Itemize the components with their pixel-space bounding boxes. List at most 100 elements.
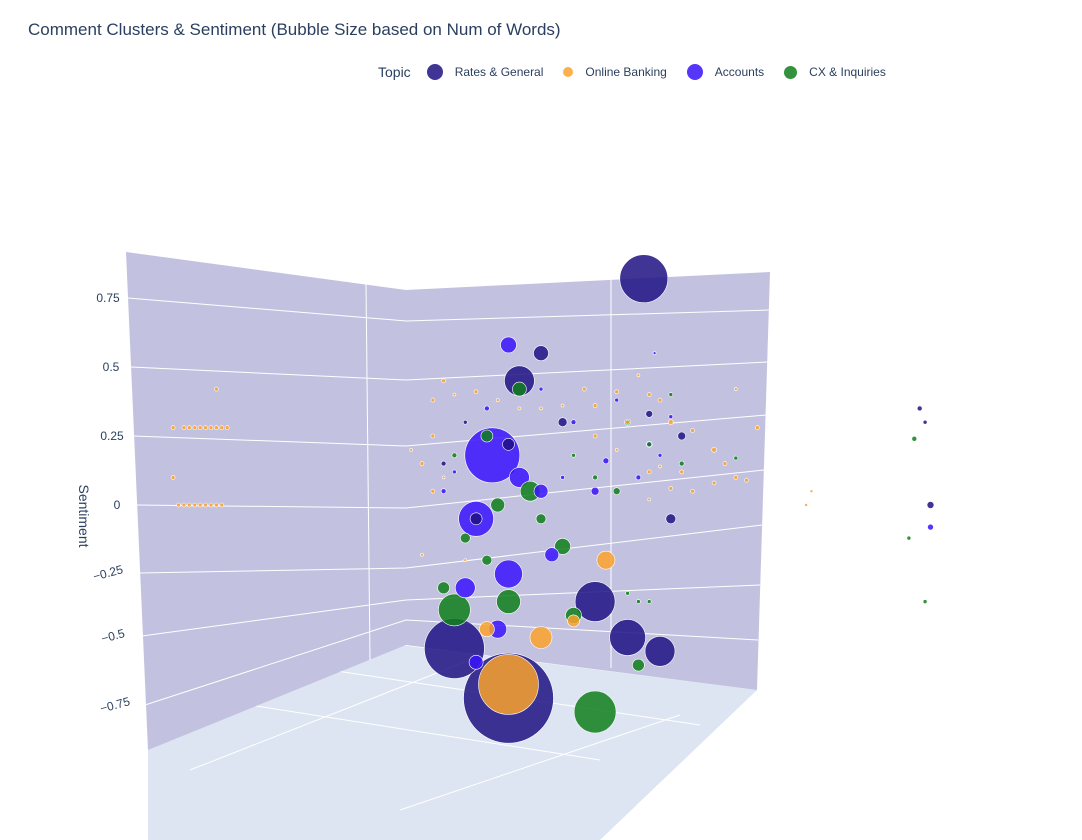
bubble-online-banking[interactable]: [452, 392, 457, 397]
bubble-online-banking[interactable]: [495, 398, 500, 402]
bubble-cx-inquiries[interactable]: [438, 593, 471, 627]
bubble-rates-general[interactable]: [502, 437, 515, 451]
bubble-cx-inquiries[interactable]: [437, 581, 450, 595]
bubble-rates-general[interactable]: [609, 619, 646, 656]
bubble-accounts[interactable]: [652, 351, 657, 356]
bubble-rates-general[interactable]: [926, 501, 935, 509]
bubble-online-banking[interactable]: [473, 389, 479, 395]
bubble-cx-inquiries[interactable]: [480, 429, 494, 443]
legend-item-accounts[interactable]: Accounts: [686, 64, 764, 80]
bubble-online-banking[interactable]: [176, 502, 181, 508]
bubble-online-banking[interactable]: [208, 425, 214, 431]
bubble-cx-inquiries[interactable]: [459, 532, 471, 544]
bubble-accounts[interactable]: [635, 474, 642, 481]
bubble-online-banking[interactable]: [596, 550, 616, 570]
bubble-online-banking[interactable]: [668, 486, 674, 491]
bubble-online-banking[interactable]: [430, 488, 436, 494]
bubble-online-banking[interactable]: [667, 419, 674, 426]
bubble-online-banking[interactable]: [711, 480, 717, 486]
bubble-online-banking[interactable]: [170, 425, 176, 431]
bubble-accounts[interactable]: [657, 452, 663, 458]
bubble-online-banking[interactable]: [219, 502, 225, 508]
bubble-cx-inquiries[interactable]: [451, 452, 458, 459]
bubble-rates-general[interactable]: [644, 635, 676, 667]
bubble-accounts[interactable]: [927, 523, 934, 531]
bubble-cx-inquiries[interactable]: [911, 435, 918, 442]
bubble-online-banking[interactable]: [197, 502, 203, 508]
bubble-online-banking[interactable]: [214, 425, 219, 431]
bubble-online-banking[interactable]: [744, 477, 749, 483]
bubble-online-banking[interactable]: [614, 447, 619, 452]
bubble-online-banking[interactable]: [690, 428, 695, 433]
bubble-online-banking[interactable]: [614, 389, 620, 395]
bubble-online-banking[interactable]: [208, 502, 214, 508]
bubble-online-banking[interactable]: [430, 397, 436, 403]
bubble-cx-inquiries[interactable]: [625, 590, 630, 596]
bubble-cx-inquiries[interactable]: [571, 452, 576, 458]
bubble-cx-inquiries[interactable]: [906, 535, 912, 541]
bubble-online-banking[interactable]: [592, 433, 598, 439]
bubble-online-banking[interactable]: [419, 461, 425, 466]
bubble-online-banking[interactable]: [625, 419, 630, 425]
bubble-rates-general[interactable]: [533, 345, 549, 362]
bubble-accounts[interactable]: [570, 419, 577, 426]
bubble-cx-inquiries[interactable]: [573, 690, 617, 734]
bubble-online-banking[interactable]: [181, 502, 187, 508]
bubble-online-banking[interactable]: [192, 502, 198, 508]
legend-item-rates-general[interactable]: Rates & General: [426, 64, 543, 80]
bubble-cx-inquiries[interactable]: [636, 599, 641, 604]
bubble-online-banking[interactable]: [679, 469, 685, 475]
bubble-online-banking[interactable]: [479, 621, 495, 638]
bubble-accounts[interactable]: [468, 654, 484, 670]
bubble-online-banking[interactable]: [646, 469, 652, 475]
bubble-online-banking[interactable]: [804, 503, 808, 507]
bubble-accounts[interactable]: [590, 486, 600, 496]
bubble-online-banking[interactable]: [592, 403, 598, 408]
bubble-online-banking[interactable]: [219, 425, 225, 431]
bubble-online-banking[interactable]: [192, 425, 198, 431]
bubble-online-banking[interactable]: [214, 386, 219, 392]
bubble-cx-inquiries[interactable]: [678, 460, 685, 467]
bubble-online-banking[interactable]: [567, 614, 580, 628]
bubble-online-banking[interactable]: [463, 558, 468, 563]
bubble-online-banking[interactable]: [441, 378, 446, 384]
bubble-cx-inquiries[interactable]: [496, 589, 521, 614]
bubble-cx-inquiries[interactable]: [481, 554, 493, 566]
bubble-cx-inquiries[interactable]: [535, 513, 547, 525]
bubble-online-banking[interactable]: [722, 461, 728, 466]
bubble-accounts[interactable]: [533, 483, 549, 499]
bubble-online-banking[interactable]: [646, 392, 652, 397]
bubble-accounts[interactable]: [454, 577, 476, 599]
bubble-online-banking[interactable]: [197, 425, 203, 431]
bubble-online-banking[interactable]: [657, 397, 663, 403]
bubble-accounts[interactable]: [668, 414, 674, 420]
bubble-online-banking[interactable]: [203, 425, 208, 431]
bubble-online-banking[interactable]: [441, 475, 446, 480]
bubble-online-banking[interactable]: [187, 425, 192, 431]
bubble-online-banking[interactable]: [529, 626, 553, 649]
bubble-online-banking[interactable]: [658, 464, 662, 469]
data-points[interactable]: [170, 254, 935, 744]
bubble-cx-inquiries[interactable]: [646, 599, 652, 604]
bubble-rates-general[interactable]: [677, 431, 687, 441]
bubble-rates-general[interactable]: [665, 513, 677, 525]
bubble-cx-inquiries[interactable]: [554, 538, 571, 555]
bubble-online-banking[interactable]: [187, 502, 192, 508]
bubble-rates-general[interactable]: [916, 405, 923, 412]
bubble-online-banking[interactable]: [690, 488, 695, 494]
bubble-accounts[interactable]: [440, 488, 447, 495]
bubble-online-banking[interactable]: [409, 447, 414, 452]
bubble-rates-general[interactable]: [440, 460, 447, 467]
bubble-cx-inquiries[interactable]: [592, 474, 598, 481]
bubble-accounts[interactable]: [509, 467, 530, 488]
bubble-cx-inquiries[interactable]: [490, 497, 506, 513]
bubble-online-banking[interactable]: [170, 475, 176, 480]
bubble-online-banking[interactable]: [181, 425, 187, 431]
bubble-cx-inquiries[interactable]: [646, 441, 653, 448]
bubble-online-banking[interactable]: [711, 446, 717, 453]
bubble-rates-general[interactable]: [469, 512, 483, 526]
bubble-cx-inquiries[interactable]: [733, 455, 739, 461]
bubble-online-banking[interactable]: [581, 386, 587, 392]
bubble-online-banking[interactable]: [539, 406, 543, 411]
bubble-online-banking[interactable]: [647, 497, 652, 502]
